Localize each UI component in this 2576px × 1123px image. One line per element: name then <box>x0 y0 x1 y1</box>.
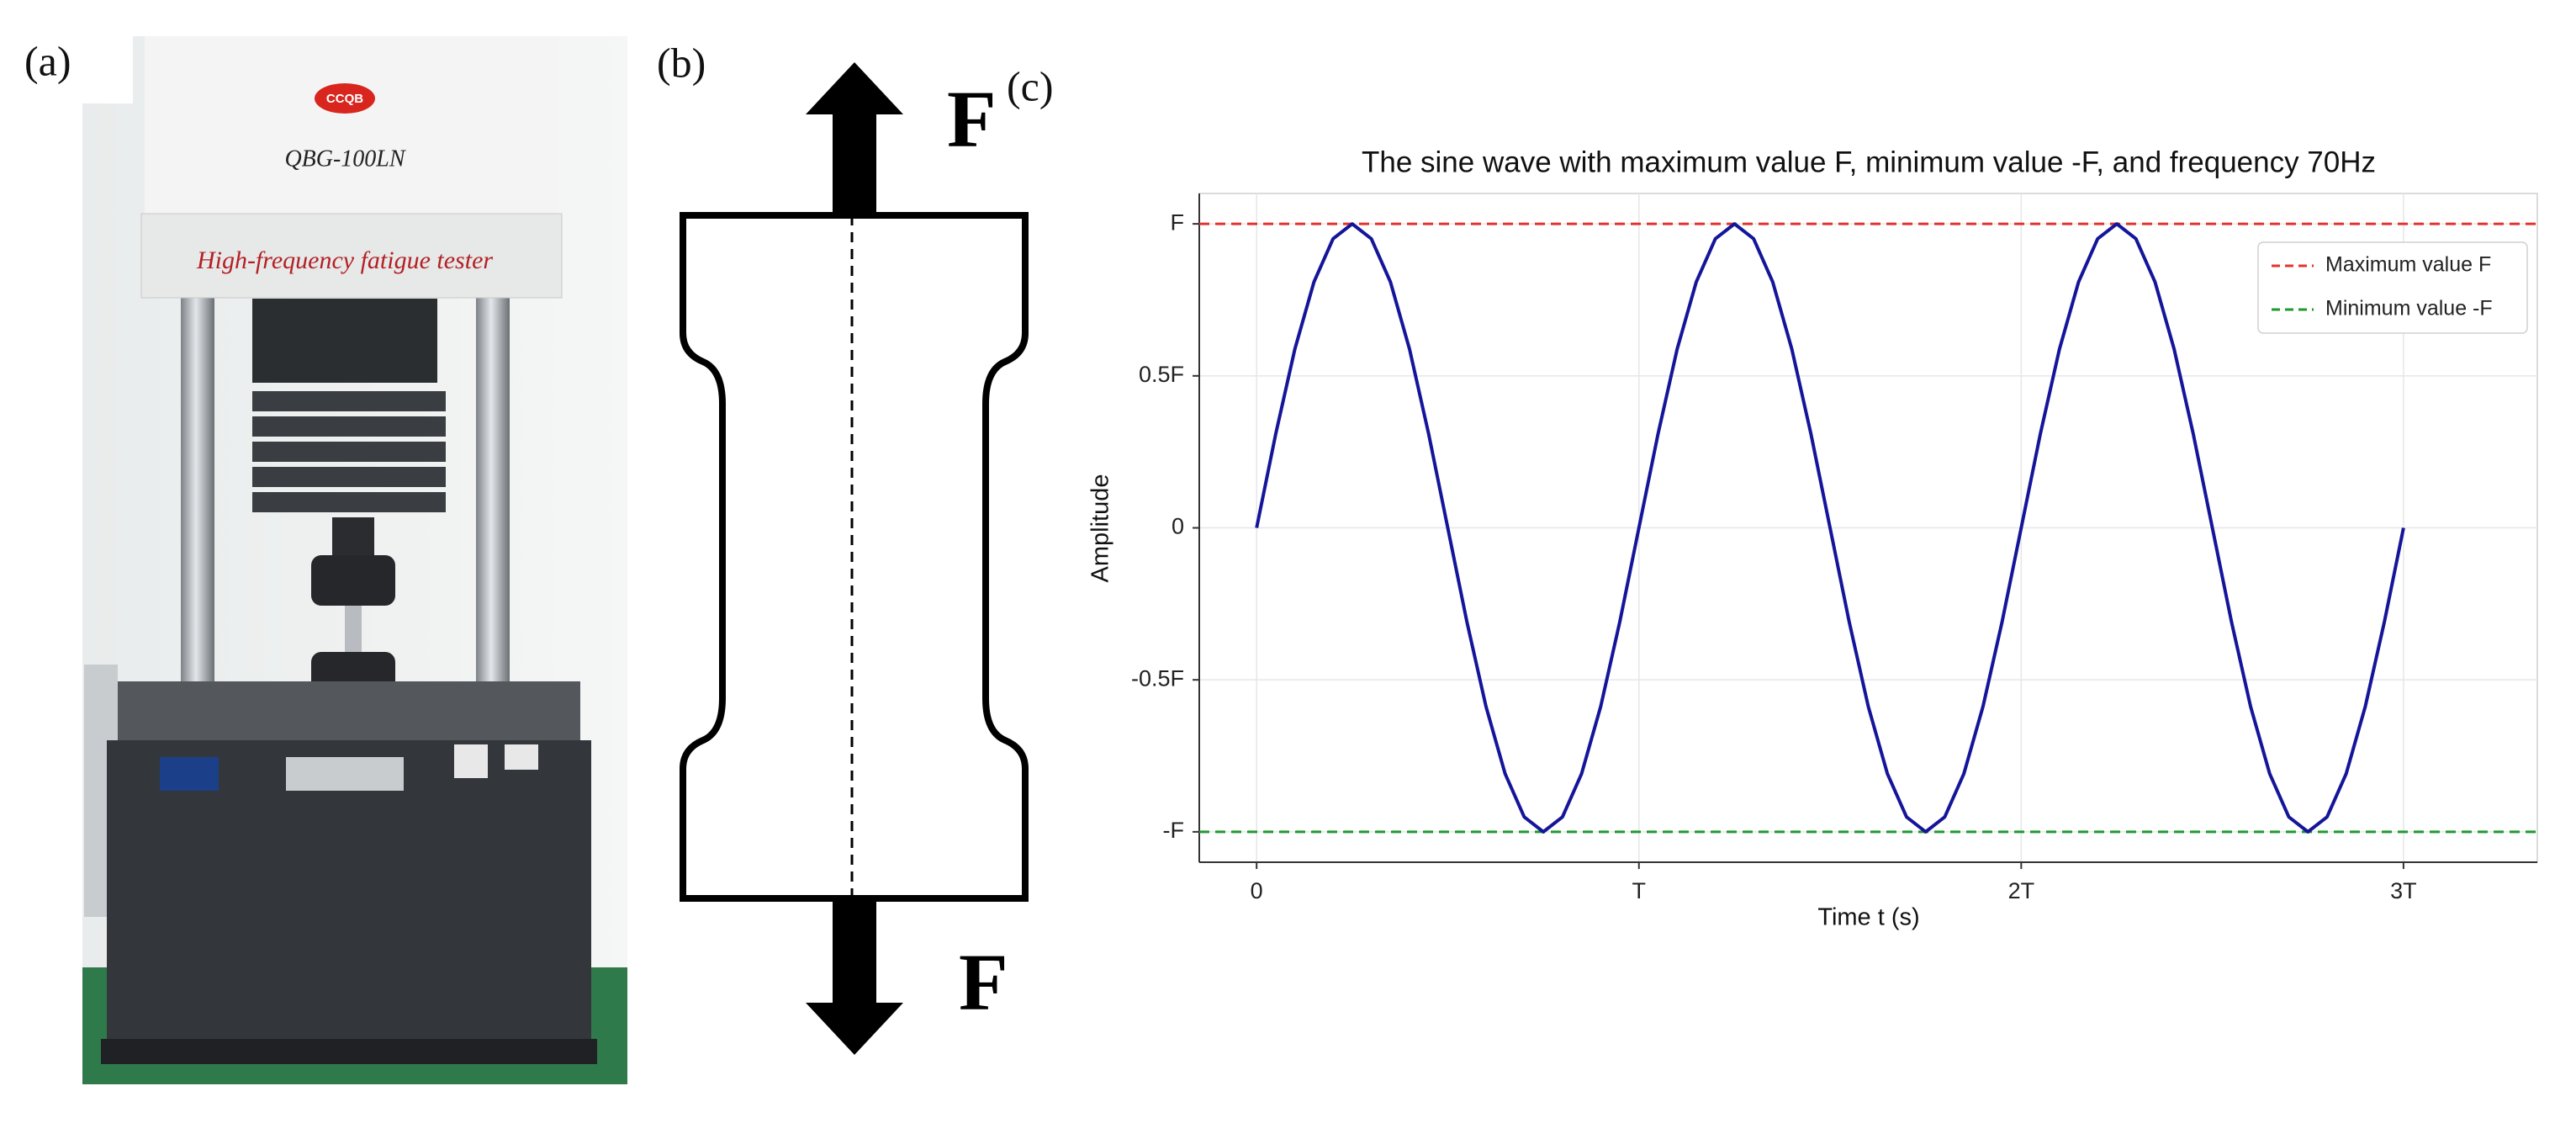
panel-label: (c) <box>1007 62 1054 109</box>
controller <box>160 757 219 791</box>
actuator <box>252 299 437 383</box>
panel-label: (b) <box>657 39 706 86</box>
photo: CCQB QBG-100LN High-frequency fatigue te… <box>82 36 627 1084</box>
line-series <box>1255 222 2405 834</box>
brand-oval <box>315 83 375 114</box>
panel-label: (a) <box>24 37 71 84</box>
x-tick-label: T <box>1632 878 1647 903</box>
fins <box>252 391 446 512</box>
arrow-up <box>806 62 903 215</box>
brand: CCQB <box>326 92 363 106</box>
sticker <box>454 744 488 778</box>
x-tick-label: 2T <box>2008 878 2035 903</box>
chart-title: The sine wave with maximum value F, mini… <box>1362 146 2376 178</box>
y-tick-label: F <box>1171 209 1185 235</box>
y-tick-label: -F <box>1163 818 1184 843</box>
crosshead-band <box>140 213 563 299</box>
y-tick-label: 0 <box>1172 514 1184 539</box>
legend-label: Minimum value -F <box>2325 297 2493 320</box>
x-tick-label: 3T <box>2390 878 2417 903</box>
force-label: F <box>947 74 997 164</box>
specimen-outline <box>680 212 1029 902</box>
specimen <box>345 606 362 656</box>
x-axis-title: Time t (s) <box>1817 904 1919 931</box>
sticker <box>505 744 538 770</box>
y-tick-label: -0.5F <box>1131 665 1184 691</box>
legend-label: Maximum value F <box>2325 253 2491 277</box>
legend-box <box>2257 241 2528 334</box>
force-label: F <box>959 937 1008 1027</box>
crop-corner <box>82 36 133 103</box>
y-tick-label: 0.5F <box>1139 362 1184 387</box>
y-axis-title: Amplitude <box>1087 474 1114 583</box>
nameplate <box>286 757 404 791</box>
caption: High-frequency fatigue tester <box>196 246 493 274</box>
plinth <box>101 1039 597 1064</box>
table <box>118 681 580 744</box>
crosshead <box>145 36 558 215</box>
arrow-down <box>806 898 903 1055</box>
grip <box>311 555 395 606</box>
model: QBG-100LN <box>284 146 405 172</box>
x-tick-label: 0 <box>1251 878 1263 903</box>
plot-area: -F -0.5F 0 0.5F F 0 T 2T 3T Maximum value F Minimu… <box>1131 193 2538 903</box>
